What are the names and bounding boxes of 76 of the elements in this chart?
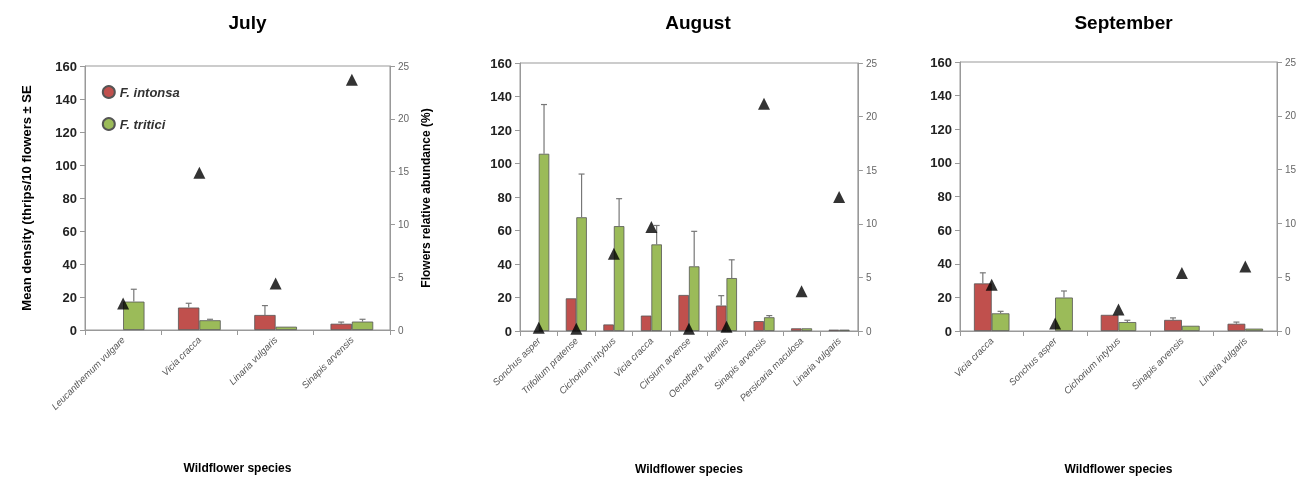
y-tick-label: 160 — [930, 54, 952, 70]
y-tick-label: 40 — [937, 256, 952, 272]
point — [795, 285, 808, 298]
point — [1239, 260, 1252, 273]
y2-tick-label: 5 — [397, 271, 404, 283]
y-tick-label: 140 — [55, 91, 77, 107]
point — [532, 321, 545, 334]
y2-tick-label: 25 — [865, 57, 878, 69]
y2-tick-label: 15 — [397, 166, 410, 178]
x-axis-title: Wildflower species — [634, 462, 744, 476]
x-axis-title: Wildflower species — [1064, 462, 1173, 476]
y-tick-label: 80 — [62, 190, 77, 206]
y2-tick-label: 25 — [397, 60, 410, 72]
y-tick-label: 120 — [490, 122, 512, 138]
y2-tick-label: 20 — [1285, 110, 1297, 122]
point — [193, 166, 206, 179]
bar — [538, 153, 550, 331]
y-tick-label: 20 — [62, 289, 77, 305]
y-tick-label: 0 — [504, 323, 512, 339]
x-axis-title: Wildflower species — [183, 461, 292, 475]
y2-tick-label: 0 — [1285, 325, 1291, 337]
y2-tick-label: 20 — [865, 111, 878, 123]
y-tick-label: 0 — [69, 322, 77, 338]
point — [607, 247, 620, 260]
y-tick-label: 80 — [497, 189, 512, 205]
y2-tick-label: 10 — [865, 218, 878, 230]
y-tick-label: 140 — [930, 88, 952, 104]
y2-axis-title: Flowers relative abundance (%) — [419, 108, 433, 288]
y-tick-label: 20 — [497, 290, 512, 305]
point — [1049, 317, 1062, 330]
y2-tick-label: 25 — [1285, 56, 1297, 68]
y-tick-label: 0 — [944, 323, 952, 339]
chart-title: August — [665, 12, 732, 33]
chart-title: September — [1074, 12, 1174, 33]
point — [570, 322, 583, 335]
y-tick-label: 40 — [497, 256, 512, 272]
y2-tick-label: 10 — [1285, 217, 1297, 229]
point — [720, 320, 733, 333]
point — [1112, 303, 1125, 316]
y-tick-label: 120 — [930, 121, 952, 137]
y-tick-label: 80 — [937, 189, 952, 204]
y2-tick-label: 5 — [1285, 271, 1291, 283]
y-tick-label: 60 — [937, 222, 952, 238]
y-tick-label: 40 — [62, 256, 77, 272]
legend-label: F. intonsa — [119, 84, 180, 100]
y-tick-label: 160 — [490, 55, 512, 71]
legend-label: F. tritici — [119, 116, 166, 132]
y-tick-label: 120 — [55, 124, 77, 140]
point — [985, 278, 998, 291]
point — [645, 221, 658, 234]
y-tick-label: 20 — [937, 289, 952, 305]
point — [1175, 266, 1188, 279]
y-tick-label: 100 — [490, 156, 512, 171]
y2-tick-label: 20 — [397, 113, 410, 125]
chart-title: July — [228, 12, 267, 33]
y2-tick-label: 10 — [397, 218, 410, 230]
y2-tick-label: 5 — [865, 271, 872, 283]
y-axis-title: Mean density (thrips/10 flowers ± SE — [19, 85, 34, 311]
point — [269, 277, 282, 290]
bar — [123, 301, 145, 330]
y2-tick-label: 0 — [865, 325, 872, 337]
point — [345, 73, 358, 86]
y-tick-label: 100 — [55, 157, 77, 173]
bar — [1055, 297, 1073, 331]
point — [833, 191, 846, 203]
y-tick-label: 100 — [930, 155, 952, 171]
y-tick-label: 140 — [490, 89, 512, 104]
y-tick-label: 160 — [55, 58, 77, 74]
y-tick-label: 60 — [62, 223, 77, 239]
y-tick-label: 60 — [497, 223, 512, 238]
y2-tick-label: 0 — [397, 324, 404, 336]
y2-tick-label: 15 — [1285, 164, 1297, 176]
point — [682, 322, 695, 335]
point — [758, 97, 771, 110]
point — [117, 297, 130, 310]
y2-tick-label: 15 — [865, 164, 878, 176]
